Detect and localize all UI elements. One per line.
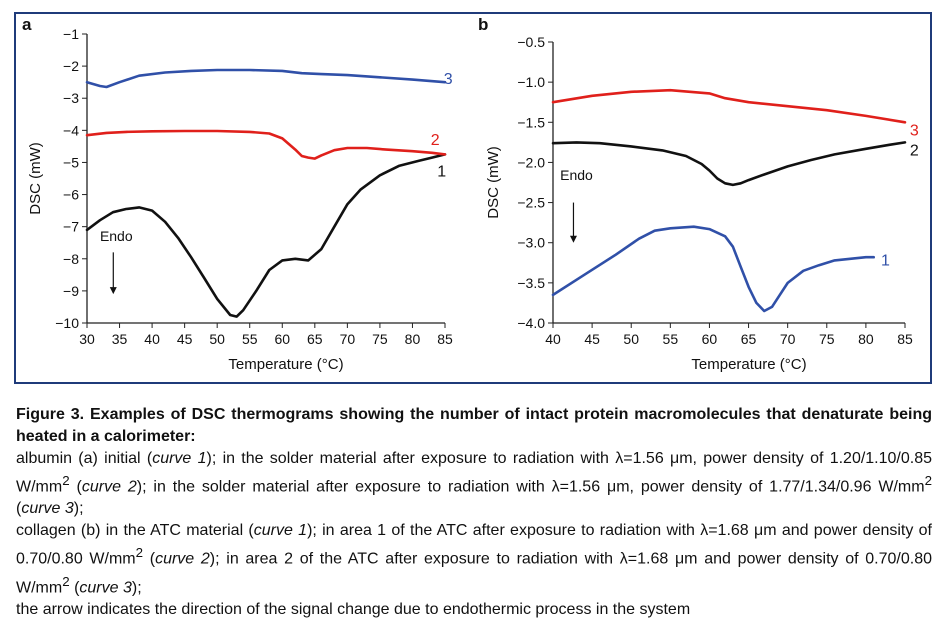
panel-a-label: a	[22, 15, 32, 34]
panel-a-series-2-label: 2	[431, 132, 440, 149]
panel-b-series-1-line	[551, 225, 876, 313]
panel-b-y-tick-label: −4.0	[517, 315, 545, 331]
panel-b-y-tick-label: −0.5	[517, 34, 545, 50]
panel-a-series-1-label: 1	[437, 163, 446, 180]
panel-a-y-tick-label: −7	[63, 219, 79, 235]
panel-a-x-tick-label: 55	[242, 331, 258, 347]
panel-b-x-tick-label: 80	[858, 331, 874, 347]
caption-albumin: albumin (a) initial (curve 1); in the so…	[16, 450, 933, 518]
panel-a-x-tick-label: 80	[405, 331, 421, 347]
panel-a-y-tick-label: −2	[63, 58, 79, 74]
panel-b-x-tick-label: 85	[897, 331, 913, 347]
panel-b-y-tick-label: −3.0	[517, 235, 545, 251]
caption-arrow-note: the arrow indicates the direction of the…	[16, 600, 691, 618]
panel-a-x-tick-label: 30	[79, 331, 95, 347]
panel-b-y-axis-title: DSC (mW)	[485, 146, 502, 218]
panel-a-x-tick-label: 75	[372, 331, 388, 347]
panel-b-x-axis-title: Temperature (°C)	[691, 356, 806, 373]
panel-a-endo-arrow-head	[109, 287, 117, 295]
panel-b-series-1-label: 1	[881, 252, 890, 269]
panel-a-x-tick-label: 60	[274, 331, 290, 347]
panel-a-x-tick-label: 70	[340, 331, 356, 347]
panel-b-y-tick-label: −2.5	[517, 195, 545, 211]
panel-b-x-tick-label: 50	[623, 331, 639, 347]
panel-a-y-tick-label: −6	[63, 187, 79, 203]
panel-b-x-tick-label: 75	[819, 331, 835, 347]
panel-b-x-tick-label: 45	[584, 331, 600, 347]
caption-title: Figure 3. Examples of DSC thermograms sh…	[16, 406, 932, 445]
panel-b-y-tick-label: −1.5	[517, 114, 545, 130]
panel-a-y-tick-label: −5	[63, 154, 79, 170]
figure-frame	[14, 12, 932, 384]
panel-b-x-tick-label: 60	[702, 331, 718, 347]
panel-b-endo-label: Endo	[560, 167, 593, 183]
panel-a-series-1-line	[85, 153, 447, 318]
panel-b-series-2-label: 2	[910, 142, 919, 159]
panel-a-y-tick-label: −10	[55, 315, 79, 331]
panel-b-series-3-line	[551, 88, 907, 124]
panel-b-x-tick-label: 65	[741, 331, 757, 347]
panel-a-x-tick-label: 45	[177, 331, 193, 347]
panel-b-label: b	[478, 15, 488, 34]
figure-caption: Figure 3. Examples of DSC thermograms sh…	[16, 404, 932, 621]
panel-a-y-tick-label: −3	[63, 90, 79, 106]
panel-a-y-tick-label: −1	[63, 26, 79, 42]
panel-b-series-2-line	[551, 141, 907, 187]
panel-a-series-2-line	[85, 129, 447, 160]
panel-a-x-tick-label: 50	[209, 331, 225, 347]
panel-a-y-tick-label: −8	[63, 251, 79, 267]
panel-a-y-tick-label: −9	[63, 283, 79, 299]
panel-b-y-tick-label: −2.0	[517, 154, 545, 170]
panel-a-series-3-label: 3	[444, 71, 453, 88]
panel-a-y-tick-label: −4	[63, 122, 79, 138]
panel-b-y-tick-label: −3.5	[517, 275, 545, 291]
panel-b-endo-arrow-head	[569, 235, 577, 243]
panel-a-x-tick-label: 85	[437, 331, 453, 347]
panel-b-y-tick-label: −1.0	[517, 74, 545, 90]
panel-b-series-3-label: 3	[910, 122, 919, 139]
panel-a-x-tick-label: 65	[307, 331, 323, 347]
panel-a-endo-label: Endo	[100, 228, 133, 244]
panel-b-x-tick-label: 40	[545, 331, 561, 347]
panel-a-x-tick-label: 35	[112, 331, 128, 347]
panel-b-x-tick-label: 55	[663, 331, 679, 347]
caption-collagen: collagen (b) in the ATC material (curve …	[16, 522, 933, 596]
panel-a-x-tick-label: 40	[144, 331, 160, 347]
panel-b-x-tick-label: 70	[780, 331, 796, 347]
panel-a-x-axis-title: Temperature (°C)	[228, 356, 343, 373]
panel-a-y-axis-title: DSC (mW)	[27, 142, 44, 214]
panel-a-series-3-line	[85, 68, 447, 89]
